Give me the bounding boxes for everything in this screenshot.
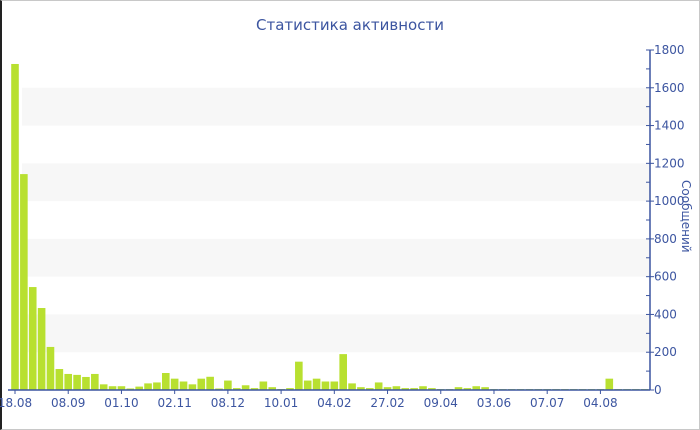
bar	[28, 287, 37, 390]
bar	[99, 384, 108, 390]
bar	[605, 378, 614, 390]
bar	[241, 385, 250, 390]
grid-band	[22, 87, 650, 126]
y-tick-label: 600	[654, 270, 677, 284]
bar	[55, 369, 64, 390]
y-tick-label: 1000	[654, 194, 685, 208]
bar	[366, 388, 374, 390]
x-tick-label: 18.08	[0, 396, 32, 410]
bar	[428, 388, 436, 390]
y-tick-label: 1400	[654, 119, 685, 133]
bar	[144, 383, 152, 390]
grid-band	[22, 238, 650, 277]
y-tick-label: 0	[654, 383, 662, 397]
x-tick-label: 04.02	[317, 396, 351, 410]
bar	[348, 383, 356, 390]
bar	[224, 380, 232, 390]
bar	[295, 361, 303, 390]
bar	[268, 387, 277, 390]
bar	[117, 386, 126, 390]
bar	[374, 382, 383, 390]
bar	[126, 388, 135, 390]
grid-band	[22, 163, 650, 202]
bar	[179, 381, 188, 390]
grid-band	[22, 314, 650, 353]
bar	[419, 386, 427, 390]
x-tick-label: 02.11	[157, 396, 191, 410]
bar	[383, 387, 392, 390]
bar	[286, 388, 294, 390]
bar	[357, 387, 365, 390]
bar	[215, 388, 223, 390]
x-tick-label: 01.10	[104, 396, 138, 410]
chart-title: Статистика активности	[256, 16, 444, 34]
x-tick-label: 03.06	[477, 396, 511, 410]
y-tick-label: 800	[654, 232, 677, 246]
bar	[454, 387, 463, 390]
bar	[321, 381, 330, 390]
y-tick-label: 1800	[654, 43, 685, 57]
bar	[463, 388, 472, 390]
bar	[197, 378, 206, 390]
bar	[250, 388, 259, 390]
bar	[153, 382, 161, 390]
bar	[401, 388, 410, 390]
bar	[206, 376, 214, 390]
x-tick-label: 10.01	[264, 396, 298, 410]
bar	[392, 386, 401, 390]
y-axis-label: Сообщений	[679, 180, 693, 253]
bar	[20, 174, 28, 390]
x-tick-label: 08.12	[211, 396, 245, 410]
bar	[91, 373, 99, 390]
bar	[330, 381, 339, 390]
y-tick-label: 400	[654, 307, 677, 321]
bar	[481, 387, 489, 390]
bar	[37, 308, 46, 390]
bar	[339, 354, 347, 390]
y-tick-label: 1200	[654, 156, 685, 170]
bar	[170, 378, 179, 390]
bar	[11, 63, 19, 390]
x-tick-label: 04.08	[583, 396, 617, 410]
x-tick-label: 08.09	[51, 396, 85, 410]
bar	[410, 388, 418, 390]
y-tick-label: 1600	[654, 81, 685, 95]
x-tick-label: 09.04	[424, 396, 458, 410]
bar	[303, 380, 312, 390]
bar	[161, 373, 170, 390]
bar	[135, 386, 143, 390]
bar	[46, 346, 55, 390]
x-tick-label: 07.07	[530, 396, 564, 410]
y-tick-label: 200	[654, 345, 677, 359]
bar	[188, 384, 197, 390]
bar	[472, 386, 481, 390]
bar	[232, 388, 241, 390]
bar	[82, 376, 90, 390]
bar	[259, 381, 268, 390]
bar	[73, 374, 81, 390]
bar	[108, 386, 117, 390]
x-tick-label: 27.02	[370, 396, 404, 410]
bar	[312, 378, 321, 390]
bar	[64, 373, 73, 390]
